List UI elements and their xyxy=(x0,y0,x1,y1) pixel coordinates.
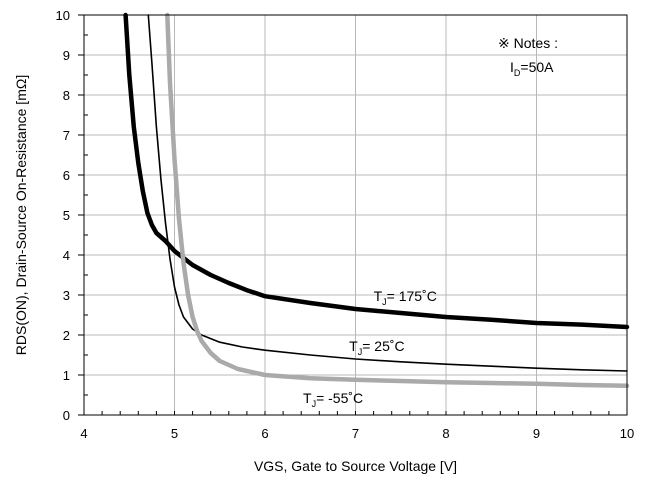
y-tick-label: 9 xyxy=(63,48,70,63)
x-tick-label: 10 xyxy=(620,426,634,441)
notes-condition-rest: =50A xyxy=(520,59,554,75)
y-tick-label: 6 xyxy=(63,168,70,183)
y-tick-label: 1 xyxy=(63,368,70,383)
y-tick-label: 8 xyxy=(63,88,70,103)
x-tick-label: 4 xyxy=(80,426,87,441)
plot-frame xyxy=(83,14,628,416)
series-line-0 xyxy=(123,12,630,330)
series-label-sub: J xyxy=(382,297,387,307)
series-label-rest: = -55˚C xyxy=(316,390,363,406)
series-label-2: TJ= -55˚C xyxy=(303,390,363,409)
series-label-0: TJ= 175˚C xyxy=(374,288,437,307)
x-tick-label: 9 xyxy=(533,426,540,441)
series-label-1: TJ= 25˚C xyxy=(349,338,404,357)
notes-condition: ID=50A xyxy=(510,59,554,78)
axis-ticks: 4 5 6 7 8 9 10 0 1 2 3 4 5 6 7 8 9 10 xyxy=(56,8,635,441)
series-line-1 xyxy=(147,14,628,372)
series-lines xyxy=(123,12,630,389)
y-tick-label: 10 xyxy=(56,8,70,23)
y-axis-title: RDS(ON), Drain-Source On-Resistance [mΩ] xyxy=(13,75,29,355)
notes-title: ※ Notes : xyxy=(498,35,558,51)
series-line-2 xyxy=(165,12,630,389)
series-label-main: T xyxy=(349,338,358,354)
y-tick-label: 7 xyxy=(63,128,70,143)
series-labels: TJ= 175˚CTJ= 25˚CTJ= -55˚C xyxy=(303,288,437,409)
series-label-rest: = 175˚C xyxy=(387,288,437,304)
y-tick-label: 4 xyxy=(63,248,70,263)
y-tick-label: 3 xyxy=(63,288,70,303)
x-axis-title: VGS, Gate to Source Voltage [V] xyxy=(254,458,457,474)
notes-condition-sub: D xyxy=(514,68,521,78)
notes-box: ※ Notes : ID=50A xyxy=(498,35,558,78)
series-label-main: T xyxy=(303,390,312,406)
notes-condition-main: I xyxy=(510,59,514,75)
series-label-main: T xyxy=(374,288,383,304)
series-label-sub: J xyxy=(358,347,363,357)
x-tick-label: 8 xyxy=(442,426,449,441)
x-tick-label: 5 xyxy=(171,426,178,441)
y-tick-label: 5 xyxy=(63,208,70,223)
y-tick-label: 0 xyxy=(63,408,70,423)
x-tick-label: 7 xyxy=(352,426,359,441)
series-label-sub: J xyxy=(312,399,317,409)
series-label-rest: = 25˚C xyxy=(362,338,404,354)
x-tick-label: 6 xyxy=(261,426,268,441)
y-tick-label: 2 xyxy=(63,328,70,343)
